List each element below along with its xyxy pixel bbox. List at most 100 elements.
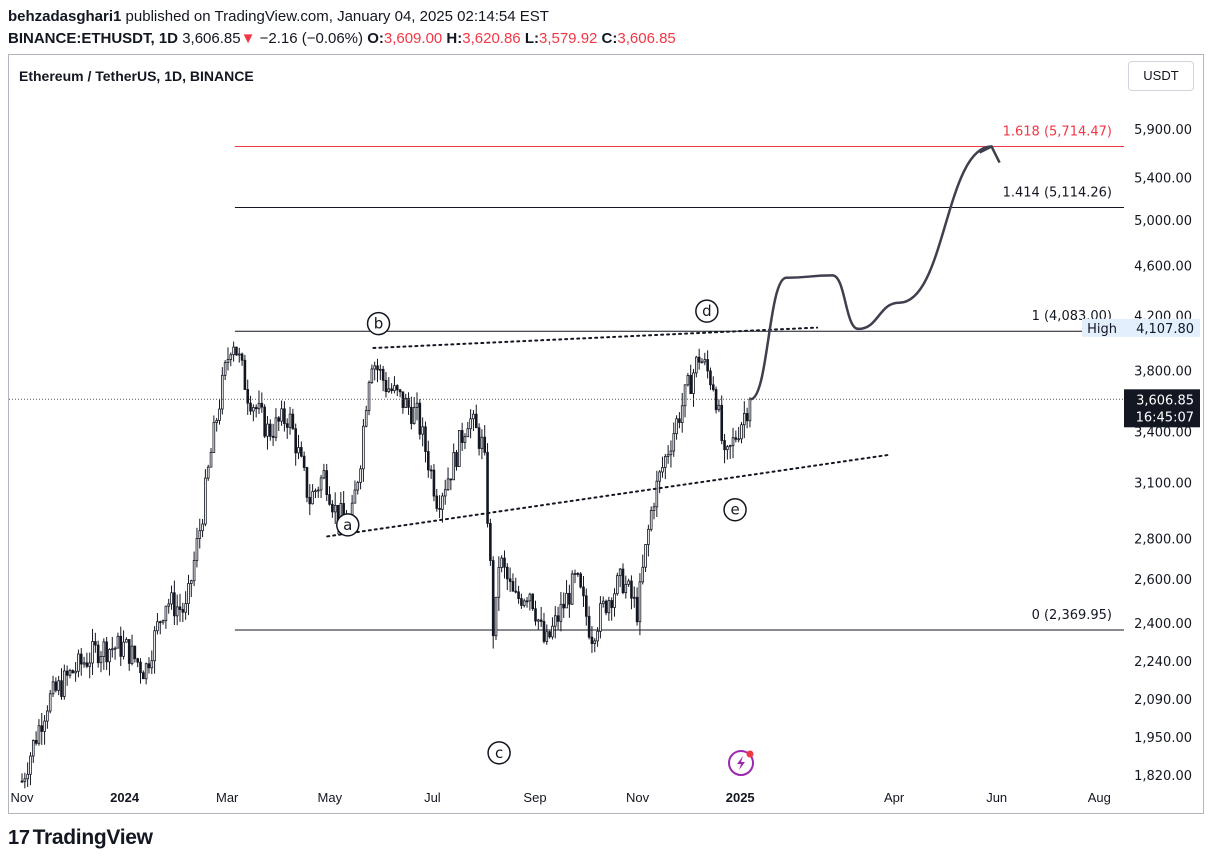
candle-body <box>390 388 393 392</box>
price-tick-label: 3,100.00 <box>1134 476 1192 491</box>
candle-body <box>497 567 501 598</box>
candle-body <box>474 413 478 429</box>
wave-label-a: a <box>343 516 352 534</box>
price-tick-label: 1,950.00 <box>1134 731 1192 746</box>
candle-body <box>531 593 534 610</box>
candle-body <box>43 720 46 732</box>
candle-body <box>189 580 193 584</box>
candle-body <box>576 573 580 575</box>
candle-body <box>88 662 92 667</box>
candle-body <box>562 603 566 609</box>
candle-body <box>48 693 52 712</box>
candle-body <box>616 575 619 595</box>
candle-body <box>51 681 55 695</box>
candle-body <box>627 580 630 585</box>
candle-body <box>181 609 185 613</box>
symbol-label: BINANCE:ETHUSDT, 1D <box>8 30 179 47</box>
candle-body <box>249 402 252 412</box>
candle-body <box>40 725 44 732</box>
candle-body <box>551 625 554 638</box>
candle-body <box>658 471 661 482</box>
candle-body <box>652 506 656 511</box>
candle-body <box>607 600 611 614</box>
publisher-username[interactable]: behzadasghari1 <box>8 8 122 25</box>
candle-body <box>237 353 241 356</box>
price-badges: 3,606.85 16:45:07 High 4,107.80 <box>9 318 1200 776</box>
candle-body <box>119 635 123 657</box>
candle-body <box>127 639 131 664</box>
candle-body <box>579 573 582 588</box>
wave-circle-a <box>336 513 360 537</box>
candle-body <box>198 530 202 539</box>
candle-body <box>697 356 701 363</box>
candle-body <box>548 631 551 638</box>
candle-body <box>60 680 63 697</box>
time-tick-label: 2025 <box>726 790 755 805</box>
candle-body <box>215 420 218 423</box>
price-tick-label: 3,400.00 <box>1134 426 1192 441</box>
candle-body <box>20 780 24 783</box>
wave-circle-c <box>487 741 511 765</box>
candle-body <box>675 418 678 434</box>
candle-body <box>356 482 360 491</box>
candle-body <box>57 680 60 691</box>
wave-circle-d <box>695 299 719 323</box>
candle-body <box>54 681 58 691</box>
candle-body <box>31 739 35 757</box>
candle-body <box>443 489 447 497</box>
candle-body <box>472 413 475 420</box>
candle-body <box>74 670 77 674</box>
candle-body <box>187 583 190 605</box>
publisher-line: behzadasghari1 published on TradingView.… <box>8 8 549 25</box>
candles <box>20 341 752 789</box>
candle-body <box>229 354 233 360</box>
candle-body <box>260 402 264 408</box>
candle-body <box>99 656 103 664</box>
candle-body <box>85 662 89 667</box>
candle-body <box>311 491 314 505</box>
candle-body <box>96 644 100 664</box>
candle-body <box>243 359 247 390</box>
candle-body <box>438 508 441 510</box>
down-arrow-icon: ▼ <box>240 30 256 47</box>
candle-body <box>319 477 323 491</box>
candle-body <box>568 592 571 605</box>
candle-body <box>170 592 173 605</box>
candle-body <box>37 725 41 744</box>
trendlines <box>326 326 890 538</box>
candle-body <box>328 494 331 505</box>
open-label: O: <box>367 30 384 47</box>
lightning-bolt-icon <box>737 756 745 770</box>
candle-body <box>455 452 458 467</box>
candle-body <box>655 480 659 508</box>
candle-body <box>65 670 69 676</box>
candle-body <box>305 467 309 498</box>
candle-body <box>714 389 718 411</box>
candle-body <box>167 603 171 607</box>
currency-button[interactable]: USDT <box>1128 61 1194 91</box>
candle-body <box>661 467 664 473</box>
high-label: H: <box>446 30 463 47</box>
candle-body <box>748 398 752 422</box>
candle-body <box>82 662 86 665</box>
tradingview-logo[interactable]: 17 TradingView <box>8 826 153 850</box>
last-price: 3,606.85 <box>182 30 241 47</box>
candle-body <box>156 621 159 632</box>
candle-body <box>686 374 690 386</box>
candle-body <box>94 641 97 646</box>
candle-body <box>178 606 182 610</box>
candle-body <box>573 573 577 575</box>
candle-body <box>582 586 585 597</box>
candle-body <box>458 430 461 467</box>
candle-body <box>678 418 681 423</box>
candle-body <box>570 573 574 605</box>
candle-body <box>491 560 495 637</box>
candle-body <box>46 710 49 722</box>
candle-body <box>539 619 543 622</box>
projection-curve <box>749 145 992 401</box>
candle-body <box>266 423 269 437</box>
candle-body <box>376 365 379 371</box>
candle-body <box>387 388 391 392</box>
candle-body <box>125 639 128 643</box>
